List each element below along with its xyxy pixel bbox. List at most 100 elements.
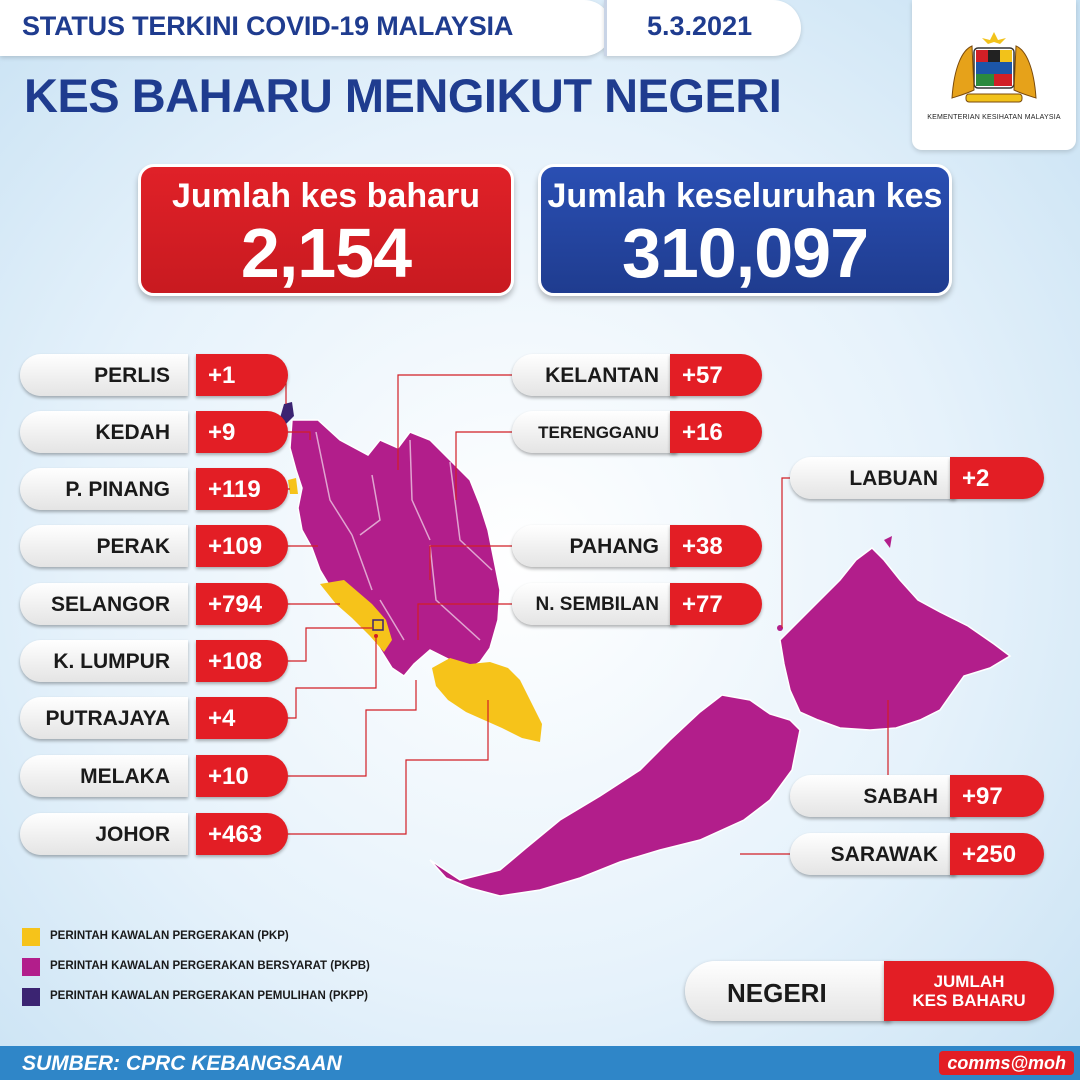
state-name-box: TERENGGANU (512, 411, 677, 453)
footer-tag: comms@moh (939, 1051, 1074, 1075)
state-value-box: +4 (196, 697, 288, 739)
state-value: +1 (208, 362, 236, 389)
state-value: +97 (962, 783, 1003, 810)
state-name: TERENGGANU (538, 423, 659, 442)
total-cumulative-cases-card: Jumlah keseluruhan kes 310,097 (538, 164, 952, 296)
state-value-box: +38 (670, 525, 762, 567)
footer-source: SUMBER: CPRC KEBANGSAAN (22, 1052, 342, 1075)
map-johor (432, 658, 542, 742)
state-value: +119 (208, 476, 261, 503)
header-date-bar: 5.3.2021 (604, 0, 801, 56)
state-name-box: SELANGOR (20, 583, 188, 625)
state-name-box: KEDAH (20, 411, 188, 453)
state-name: PERLIS (94, 364, 170, 387)
state-value: +10 (208, 763, 249, 790)
state-name: MELAKA (80, 765, 170, 788)
total-new-cases-card: Jumlah kes baharu 2,154 (138, 164, 514, 296)
state-name: PAHANG (569, 535, 659, 558)
state-pill-perlis: PERLIS +1 (20, 354, 288, 396)
state-pill-perak: PERAK +109 (20, 525, 288, 567)
state-value-box: +108 (196, 640, 288, 682)
state-name: JOHOR (95, 823, 170, 846)
legend-swatch (22, 988, 40, 1006)
state-pill-kuala-lumpur: K. LUMPUR +108 (20, 640, 288, 682)
state-pill-penang: P. PINANG +119 (20, 468, 288, 510)
total-cumulative-label: Jumlah keseluruhan kes (547, 177, 943, 215)
footer-bar: SUMBER: CPRC KEBANGSAAN comms@moh (0, 1046, 1080, 1080)
state-value: +250 (962, 841, 1017, 868)
state-value: +794 (208, 591, 263, 618)
state-value: +4 (208, 705, 236, 732)
state-value-box: +463 (196, 813, 288, 855)
total-cumulative-value: 310,097 (621, 214, 869, 292)
state-name: P. PINANG (65, 478, 170, 501)
state-value-box: +16 (670, 411, 762, 453)
state-pill-terengganu: TERENGGANU +16 (512, 411, 762, 453)
key-state-label: NEGERI (727, 978, 827, 1008)
header-date: 5.3.2021 (647, 11, 753, 41)
state-value-box: +119 (196, 468, 288, 510)
state-name: SABAH (863, 785, 938, 808)
state-pill-labuan: LABUAN +2 (790, 457, 1044, 499)
state-name-box: JOHOR (20, 813, 188, 855)
key-state-label-box: NEGERI (685, 961, 891, 1021)
state-value: +77 (682, 591, 723, 618)
state-value: +463 (208, 821, 263, 848)
total-new-cases-label: Jumlah kes baharu (171, 177, 480, 215)
coat-of-arms-icon (951, 32, 1037, 103)
state-value-box: +97 (950, 775, 1044, 817)
map-sabah (779, 547, 1012, 731)
state-name-box: MELAKA (20, 755, 188, 797)
state-name-box: K. LUMPUR (20, 640, 188, 682)
ministry-logo: KEMENTERIAN KESIHATAN MALAYSIA (912, 0, 1076, 150)
header-title: STATUS TERKINI COVID-19 MALAYSIA (22, 11, 514, 41)
state-name: K. LUMPUR (53, 650, 170, 673)
key-new-cases-label: JUMLAH KES BAHARU (912, 972, 1026, 1010)
state-pill-johor: JOHOR +463 (20, 813, 288, 855)
state-value: +16 (682, 419, 723, 446)
state-name: KELANTAN (545, 364, 659, 387)
state-value-box: +9 (196, 411, 288, 453)
state-name-box: PERAK (20, 525, 188, 567)
state-name-box: PUTRAJAYA (20, 697, 188, 739)
legend-swatch (22, 928, 40, 946)
state-value-box: +2 (950, 457, 1044, 499)
state-name: SARAWAK (830, 843, 938, 866)
state-pill-putrajaya: PUTRAJAYA +4 (20, 697, 288, 739)
map-penang (288, 478, 298, 494)
state-pill-kedah: KEDAH +9 (20, 411, 288, 453)
state-value-box: +77 (670, 583, 762, 625)
map-selangor (320, 580, 392, 652)
state-pill-kelantan: KELANTAN +57 (512, 354, 762, 396)
state-value: +109 (208, 533, 263, 560)
state-value-box: +10 (196, 755, 288, 797)
legend-label: PERINTAH KAWALAN PERGERAKAN PEMULIHAN (P… (50, 990, 368, 1002)
header-title-bar: STATUS TERKINI COVID-19 MALAYSIA (0, 0, 612, 56)
state-pill-melaka: MELAKA +10 (20, 755, 288, 797)
state-value-box: +57 (670, 354, 762, 396)
key-new-cases-label-box: JUMLAH KES BAHARU (884, 961, 1054, 1021)
state-value: +38 (682, 533, 723, 560)
state-name-box: KELANTAN (512, 354, 677, 396)
state-value: +57 (682, 362, 723, 389)
state-name-box: P. PINANG (20, 468, 188, 510)
legend-label: PERINTAH KAWALAN PERGERAKAN BERSYARAT (P… (50, 960, 370, 972)
state-pill-sabah: SABAH +97 (790, 775, 1044, 817)
page-title: KES BAHARU MENGIKUT NEGERI (24, 69, 782, 122)
state-value: +108 (208, 648, 263, 675)
total-new-cases-value: 2,154 (240, 214, 412, 292)
state-value: +2 (962, 465, 990, 492)
map-sarawak (429, 694, 801, 897)
footer-tag-text: comms@moh (947, 1053, 1066, 1073)
legend-swatch (22, 958, 40, 976)
state-name: PERAK (96, 535, 170, 558)
state-name-box: PAHANG (512, 525, 677, 567)
state-pill-pahang: PAHANG +38 (512, 525, 762, 567)
state-value-box: +1 (196, 354, 288, 396)
state-name-box: PERLIS (20, 354, 188, 396)
state-pill-negeri-sembilan: N. SEMBILAN +77 (512, 583, 762, 625)
state-pill-selangor: SELANGOR +794 (20, 583, 288, 625)
state-name: PUTRAJAYA (45, 707, 171, 730)
legend-label: PERINTAH KAWALAN PERGERAKAN (PKP) (50, 930, 289, 942)
